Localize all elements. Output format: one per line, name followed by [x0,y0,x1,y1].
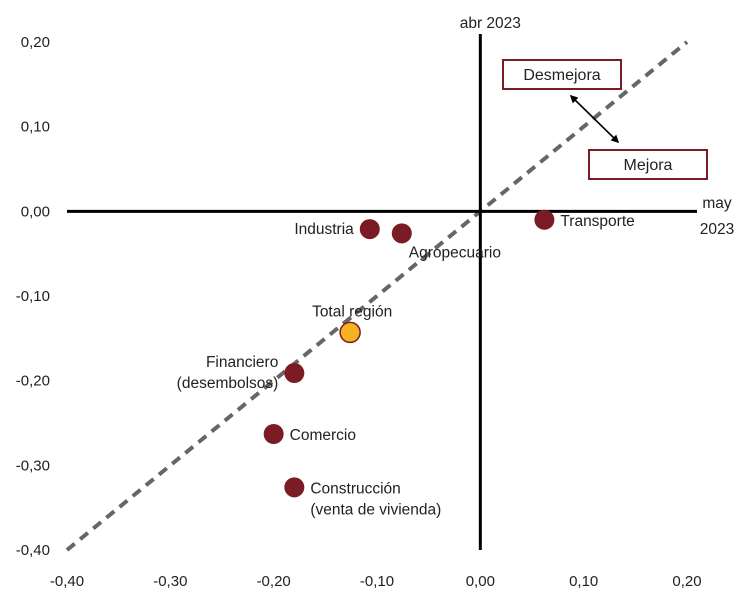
mejora-box [588,149,708,180]
double-arrow-icon [569,94,620,144]
point-label: Industria [294,221,354,238]
mejora-label: Mejora [624,157,673,174]
desmejora-box [502,59,622,90]
data-point [359,219,380,240]
x-tick-label: -0,20 [257,573,291,590]
data-point [284,477,305,498]
data-point [284,363,305,384]
desmejora-label: Desmejora [523,67,600,84]
x-axis-title: may 2023 [700,195,734,238]
tick-labels: -0,40 -0,30 -0,20 -0,10 0,00 0,10 0,20 -0,40 -0,… [16,34,702,590]
y-tick-label: -0,30 [16,457,50,474]
y-tick-label: 0,20 [21,34,50,51]
x-tick-label: -0,40 [50,573,84,590]
y-tick-label: -0,20 [16,373,50,390]
y-tick-label: -0,40 [16,542,50,559]
point-label: Transporte [560,213,634,230]
y-tick-label: 0,00 [21,203,50,220]
x-tick-label: 0,00 [466,573,495,590]
data-point [391,223,412,244]
point-label: Financiero (desembolsos) [177,354,279,392]
point-label: Construcción (venta de vivienda) [310,480,441,518]
y-tick-label: 0,10 [21,119,50,136]
data-points [263,209,555,498]
point-labels: Industria Agropecuario Transporte Total reg… [177,213,635,519]
y-axis-title: abr 2023 [460,15,521,32]
x-tick-label: -0,30 [153,573,187,590]
x-tick-label: -0,10 [360,573,394,590]
data-point [339,321,361,344]
improvement-annotation: Desmejora Mejora [502,59,708,180]
y-tick-label: -0,10 [16,288,50,305]
x-tick-label: 0,10 [569,573,598,590]
data-point [534,209,555,230]
data-point [263,424,284,445]
point-label: Comercio [290,427,356,444]
point-label: Agropecuario [409,244,501,261]
point-label: Total región [312,303,392,320]
x-tick-label: 0,20 [672,573,701,590]
